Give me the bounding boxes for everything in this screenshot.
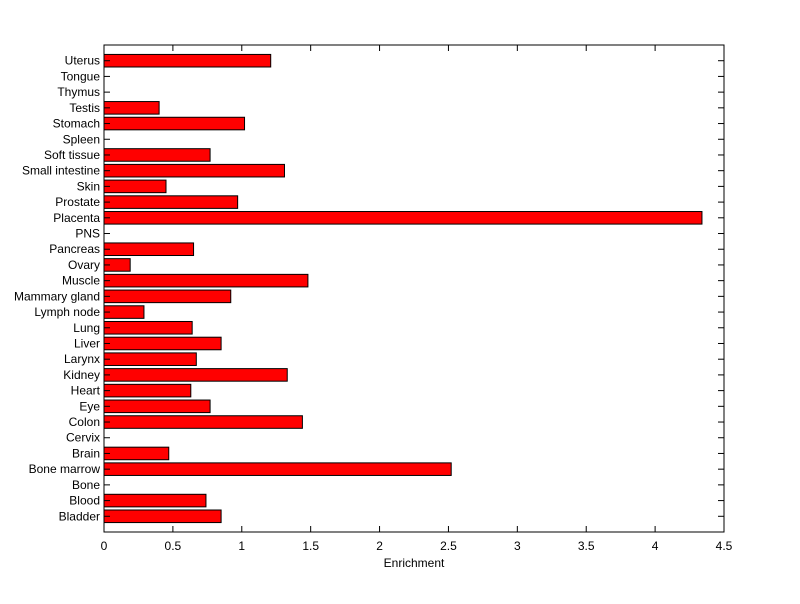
y-tick-label-placenta: Placenta xyxy=(53,211,100,225)
y-tick-label-brain: Brain xyxy=(72,446,100,460)
y-tick-label-tongue: Tongue xyxy=(61,69,101,83)
y-tick-label-eye: Eye xyxy=(79,399,100,413)
bar-kidney xyxy=(103,368,288,382)
bar-stomach xyxy=(103,116,246,131)
y-tick-label-muscle: Muscle xyxy=(62,274,100,288)
x-tick-label-3: 3 xyxy=(514,539,521,553)
x-tick-label-0: 0 xyxy=(101,539,108,553)
y-tick-label-larynx: Larynx xyxy=(64,352,100,366)
bar-pancreas xyxy=(103,242,195,257)
y-tick-label-liver: Liver xyxy=(74,336,100,350)
bar-testis xyxy=(103,101,160,115)
x-tick-label-0-5: 0.5 xyxy=(165,539,182,553)
y-tick-label-pns: PNS xyxy=(75,227,100,241)
y-tick-label-soft-tissue: Soft tissue xyxy=(44,148,100,162)
plot-frame xyxy=(103,44,725,533)
bar-eye xyxy=(103,399,211,414)
y-tick-label-bone-marrow: Bone marrow xyxy=(29,462,101,476)
bar-prostate xyxy=(103,195,239,209)
bar-heart xyxy=(103,383,192,398)
ticks-layer xyxy=(103,45,725,532)
y-tick-label-mammary-gland: Mammary gland xyxy=(14,289,100,303)
x-tick-label-3-5: 3.5 xyxy=(578,539,595,553)
bar-skin xyxy=(103,179,167,194)
x-tick-label-4-5: 4.5 xyxy=(716,539,733,553)
y-tick-label-stomach: Stomach xyxy=(53,117,100,131)
y-tick-label-heart: Heart xyxy=(71,384,101,398)
y-tick-label-cervix: Cervix xyxy=(66,431,100,445)
bar-liver xyxy=(103,336,222,351)
bar-bone-marrow xyxy=(103,462,452,476)
y-tick-label-colon: Colon xyxy=(69,415,100,429)
bar-placenta xyxy=(103,211,703,225)
x-axis-label: Enrichment xyxy=(384,556,445,570)
y-tick-label-thymus: Thymus xyxy=(57,85,100,99)
bars-layer xyxy=(103,53,703,524)
y-tick-label-spleen: Spleen xyxy=(63,132,100,146)
x-tick-label-2-5: 2.5 xyxy=(440,539,457,553)
x-tick-label-4: 4 xyxy=(652,539,659,553)
y-tick-label-small-intestine: Small intestine xyxy=(22,164,100,178)
x-tick-label-1: 1 xyxy=(238,539,245,553)
x-tick-label-1-5: 1.5 xyxy=(302,539,319,553)
y-tick-label-skin: Skin xyxy=(77,179,100,193)
y-tick-label-lung: Lung xyxy=(73,321,100,335)
y-tick-label-ovary: Ovary xyxy=(68,258,100,272)
y-tick-label-kidney: Kidney xyxy=(63,368,100,382)
y-tick-label-lymph-node: Lymph node xyxy=(34,305,100,319)
bar-bladder xyxy=(103,509,222,524)
bar-colon xyxy=(103,415,303,429)
y-tick-label-bladder: Bladder xyxy=(59,509,100,523)
y-tick-label-testis: Testis xyxy=(69,101,100,115)
x-tick-label-2: 2 xyxy=(376,539,383,553)
bar-soft-tissue xyxy=(103,148,211,162)
y-tick-label-blood: Blood xyxy=(69,494,100,508)
bar-lung xyxy=(103,320,193,335)
y-tick-label-pancreas: Pancreas xyxy=(49,242,100,256)
bar-small-intestine xyxy=(103,163,285,178)
y-tick-label-uterus: Uterus xyxy=(65,54,100,68)
bar-larynx xyxy=(103,352,197,366)
y-tick-label-prostate: Prostate xyxy=(55,195,100,209)
bar-blood xyxy=(103,493,207,508)
bar-muscle xyxy=(103,273,309,288)
bar-brain xyxy=(103,446,170,461)
bar-mammary-gland xyxy=(103,289,232,304)
bar-uterus xyxy=(103,53,272,68)
y-tick-label-bone: Bone xyxy=(72,478,100,492)
